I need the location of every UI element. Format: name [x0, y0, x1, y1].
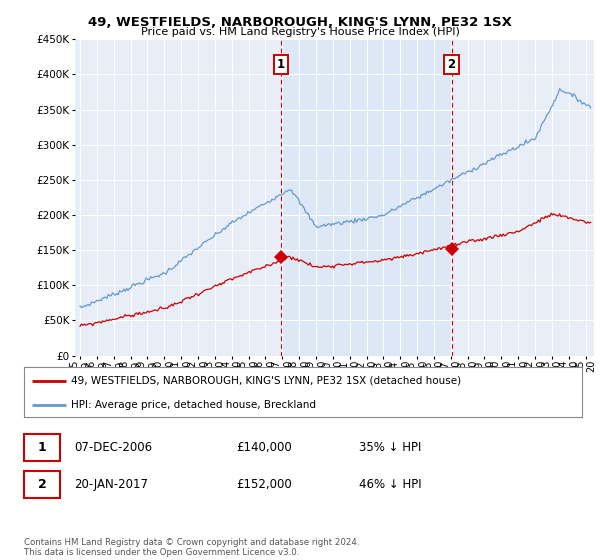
- Text: 2: 2: [448, 58, 455, 71]
- Text: 35% ↓ HPI: 35% ↓ HPI: [359, 441, 421, 454]
- Text: £140,000: £140,000: [236, 441, 292, 454]
- Text: 1: 1: [277, 58, 285, 71]
- FancyBboxPatch shape: [24, 472, 60, 498]
- Text: £152,000: £152,000: [236, 478, 292, 491]
- Text: 2: 2: [38, 478, 47, 491]
- Text: 07-DEC-2006: 07-DEC-2006: [74, 441, 152, 454]
- Text: HPI: Average price, detached house, Breckland: HPI: Average price, detached house, Brec…: [71, 400, 316, 409]
- Text: 49, WESTFIELDS, NARBOROUGH, KING'S LYNN, PE32 1SX (detached house): 49, WESTFIELDS, NARBOROUGH, KING'S LYNN,…: [71, 376, 461, 386]
- Text: 46% ↓ HPI: 46% ↓ HPI: [359, 478, 421, 491]
- FancyBboxPatch shape: [24, 434, 60, 461]
- Text: 1: 1: [38, 441, 47, 454]
- Bar: [281, 39, 452, 356]
- Text: Price paid vs. HM Land Registry's House Price Index (HPI): Price paid vs. HM Land Registry's House …: [140, 27, 460, 37]
- Text: 49, WESTFIELDS, NARBOROUGH, KING'S LYNN, PE32 1SX: 49, WESTFIELDS, NARBOROUGH, KING'S LYNN,…: [88, 16, 512, 29]
- Text: Contains HM Land Registry data © Crown copyright and database right 2024.
This d: Contains HM Land Registry data © Crown c…: [24, 538, 359, 557]
- Text: 20-JAN-2017: 20-JAN-2017: [74, 478, 148, 491]
